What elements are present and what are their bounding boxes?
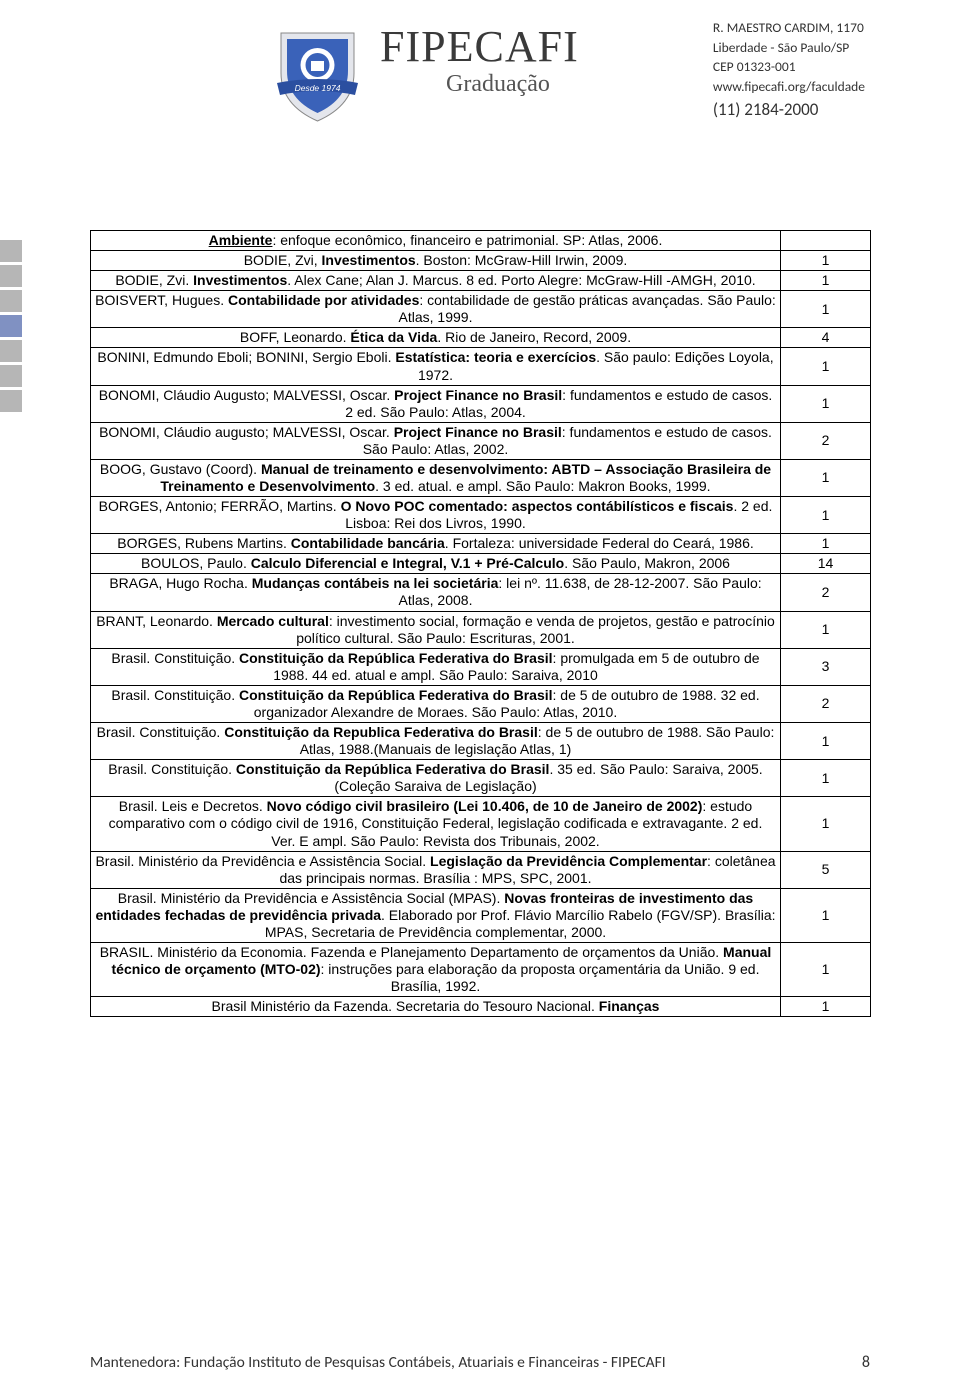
biblio-entry: Ambiente: enfoque econômico, financeiro … xyxy=(91,231,781,251)
biblio-qty: 1 xyxy=(781,760,871,797)
table-row: BRANT, Leonardo. Mercado cultural: inves… xyxy=(91,611,871,648)
bibliography-table: Ambiente: enfoque econômico, financeiro … xyxy=(90,230,871,1017)
biblio-entry: Brasil Ministério da Fazenda. Secretaria… xyxy=(91,997,781,1017)
biblio-qty: 1 xyxy=(781,534,871,554)
address-phone: (11) 2184-2000 xyxy=(713,98,865,123)
biblio-entry: Brasil. Constituição. Constituição da Re… xyxy=(91,723,781,760)
biblio-entry: BODIE, Zvi. Investimentos. Alex Cane; Al… xyxy=(91,271,781,291)
biblio-entry: Brasil. Ministério da Previdência e Assi… xyxy=(91,888,781,942)
side-square xyxy=(0,240,22,262)
biblio-entry: BORGES, Antonio; FERRÃO, Martins. O Novo… xyxy=(91,497,781,534)
biblio-qty: 1 xyxy=(781,942,871,996)
table-row: BODIE, Zvi, Investimentos. Boston: McGra… xyxy=(91,251,871,271)
biblio-qty: 1 xyxy=(781,723,871,760)
biblio-qty: 4 xyxy=(781,328,871,348)
table-row: Ambiente: enfoque econômico, financeiro … xyxy=(91,231,871,251)
biblio-qty: 1 xyxy=(781,797,871,851)
side-square xyxy=(0,340,22,362)
biblio-entry: BRAGA, Hugo Rocha. Mudanças contábeis na… xyxy=(91,574,781,611)
biblio-qty: 1 xyxy=(781,611,871,648)
biblio-qty: 1 xyxy=(781,251,871,271)
biblio-qty: 14 xyxy=(781,554,871,574)
biblio-qty: 3 xyxy=(781,648,871,685)
biblio-entry: BOFF, Leonardo. Ética da Vida. Rio de Ja… xyxy=(91,328,781,348)
table-row: BOOG, Gustavo (Coord). Manual de treinam… xyxy=(91,459,871,496)
table-row: Brasil. Constituição. Constituição da Re… xyxy=(91,760,871,797)
biblio-entry: BODIE, Zvi, Investimentos. Boston: McGra… xyxy=(91,251,781,271)
logo-shield: Desde 1974 xyxy=(275,25,360,125)
biblio-entry: BOISVERT, Hugues. Contabilidade por ativ… xyxy=(91,291,781,328)
bibliography-tbody: Ambiente: enfoque econômico, financeiro … xyxy=(91,231,871,1017)
side-square xyxy=(0,315,22,337)
biblio-entry: Brasil. Constituição. Constituição da Re… xyxy=(91,685,781,722)
biblio-qty: 1 xyxy=(781,888,871,942)
page-number: 8 xyxy=(862,1353,870,1372)
address-line: Liberdade - São Paulo/SP xyxy=(713,38,865,58)
table-row: Brasil. Ministério da Previdência e Assi… xyxy=(91,888,871,942)
side-square xyxy=(0,390,22,412)
biblio-entry: BORGES, Rubens Martins. Contabilidade ba… xyxy=(91,534,781,554)
table-row: Brasil. Ministério da Previdência e Assi… xyxy=(91,851,871,888)
side-square xyxy=(0,265,22,287)
page-footer: Mantenedora: Fundação Instituto de Pesqu… xyxy=(90,1353,870,1372)
shield-icon: Desde 1974 xyxy=(275,25,360,125)
address-line: CEP 01323-001 xyxy=(713,57,865,77)
table-row: BORGES, Rubens Martins. Contabilidade ba… xyxy=(91,534,871,554)
table-row: BRASIL. Ministério da Economia. Fazenda … xyxy=(91,942,871,996)
table-row: BONOMI, Cláudio augusto; MALVESSI, Oscar… xyxy=(91,422,871,459)
biblio-qty: 2 xyxy=(781,574,871,611)
table-row: BORGES, Antonio; FERRÃO, Martins. O Novo… xyxy=(91,497,871,534)
biblio-entry: Brasil. Leis e Decretos. Novo código civ… xyxy=(91,797,781,851)
biblio-entry: BOOG, Gustavo (Coord). Manual de treinam… xyxy=(91,459,781,496)
biblio-qty: 1 xyxy=(781,497,871,534)
table-row: BOULOS, Paulo. Calculo Diferencial e Int… xyxy=(91,554,871,574)
table-row: Brasil. Constituição. Constituição da Re… xyxy=(91,648,871,685)
content-area: Ambiente: enfoque econômico, financeiro … xyxy=(90,230,870,1334)
address-line: www.fipecafi.org/faculdade xyxy=(713,77,865,97)
biblio-qty: 2 xyxy=(781,422,871,459)
side-decor xyxy=(0,240,22,415)
biblio-entry: BRANT, Leonardo. Mercado cultural: inves… xyxy=(91,611,781,648)
biblio-qty: 5 xyxy=(781,851,871,888)
ribbon-text: Desde 1974 xyxy=(295,83,341,93)
table-row: Brasil. Constituição. Constituição da Re… xyxy=(91,685,871,722)
table-row: BRAGA, Hugo Rocha. Mudanças contábeis na… xyxy=(91,574,871,611)
biblio-qty: 1 xyxy=(781,348,871,385)
biblio-qty: 1 xyxy=(781,459,871,496)
biblio-entry: BONINI, Edmundo Eboli; BONINI, Sergio Eb… xyxy=(91,348,781,385)
biblio-entry: BRASIL. Ministério da Economia. Fazenda … xyxy=(91,942,781,996)
table-row: BOISVERT, Hugues. Contabilidade por ativ… xyxy=(91,291,871,328)
side-square xyxy=(0,365,22,387)
address-line: R. MAESTRO CARDIM, 1170 xyxy=(713,18,865,38)
table-row: BONINI, Edmundo Eboli; BONINI, Sergio Eb… xyxy=(91,348,871,385)
biblio-qty: 1 xyxy=(781,997,871,1017)
table-row: BOFF, Leonardo. Ética da Vida. Rio de Ja… xyxy=(91,328,871,348)
biblio-qty: 2 xyxy=(781,685,871,722)
biblio-entry: Brasil. Ministério da Previdência e Assi… xyxy=(91,851,781,888)
biblio-qty xyxy=(781,231,871,251)
table-row: Brasil Ministério da Fazenda. Secretaria… xyxy=(91,997,871,1017)
biblio-qty: 1 xyxy=(781,271,871,291)
biblio-entry: BONOMI, Cláudio Augusto; MALVESSI, Oscar… xyxy=(91,385,781,422)
table-row: BONOMI, Cláudio Augusto; MALVESSI, Oscar… xyxy=(91,385,871,422)
table-row: BODIE, Zvi. Investimentos. Alex Cane; Al… xyxy=(91,271,871,291)
org-address: R. MAESTRO CARDIM, 1170 Liberdade - São … xyxy=(713,18,865,123)
biblio-qty: 1 xyxy=(781,385,871,422)
biblio-entry: BOULOS, Paulo. Calculo Diferencial e Int… xyxy=(91,554,781,574)
table-row: Brasil. Constituição. Constituição da Re… xyxy=(91,723,871,760)
biblio-entry: Brasil. Constituição. Constituição da Re… xyxy=(91,648,781,685)
biblio-entry: Brasil. Constituição. Constituição da Re… xyxy=(91,760,781,797)
footer-text: Mantenedora: Fundação Instituto de Pesqu… xyxy=(90,1353,666,1372)
table-row: Brasil. Leis e Decretos. Novo código civ… xyxy=(91,797,871,851)
biblio-qty: 1 xyxy=(781,291,871,328)
side-square xyxy=(0,290,22,312)
biblio-entry: BONOMI, Cláudio augusto; MALVESSI, Oscar… xyxy=(91,422,781,459)
